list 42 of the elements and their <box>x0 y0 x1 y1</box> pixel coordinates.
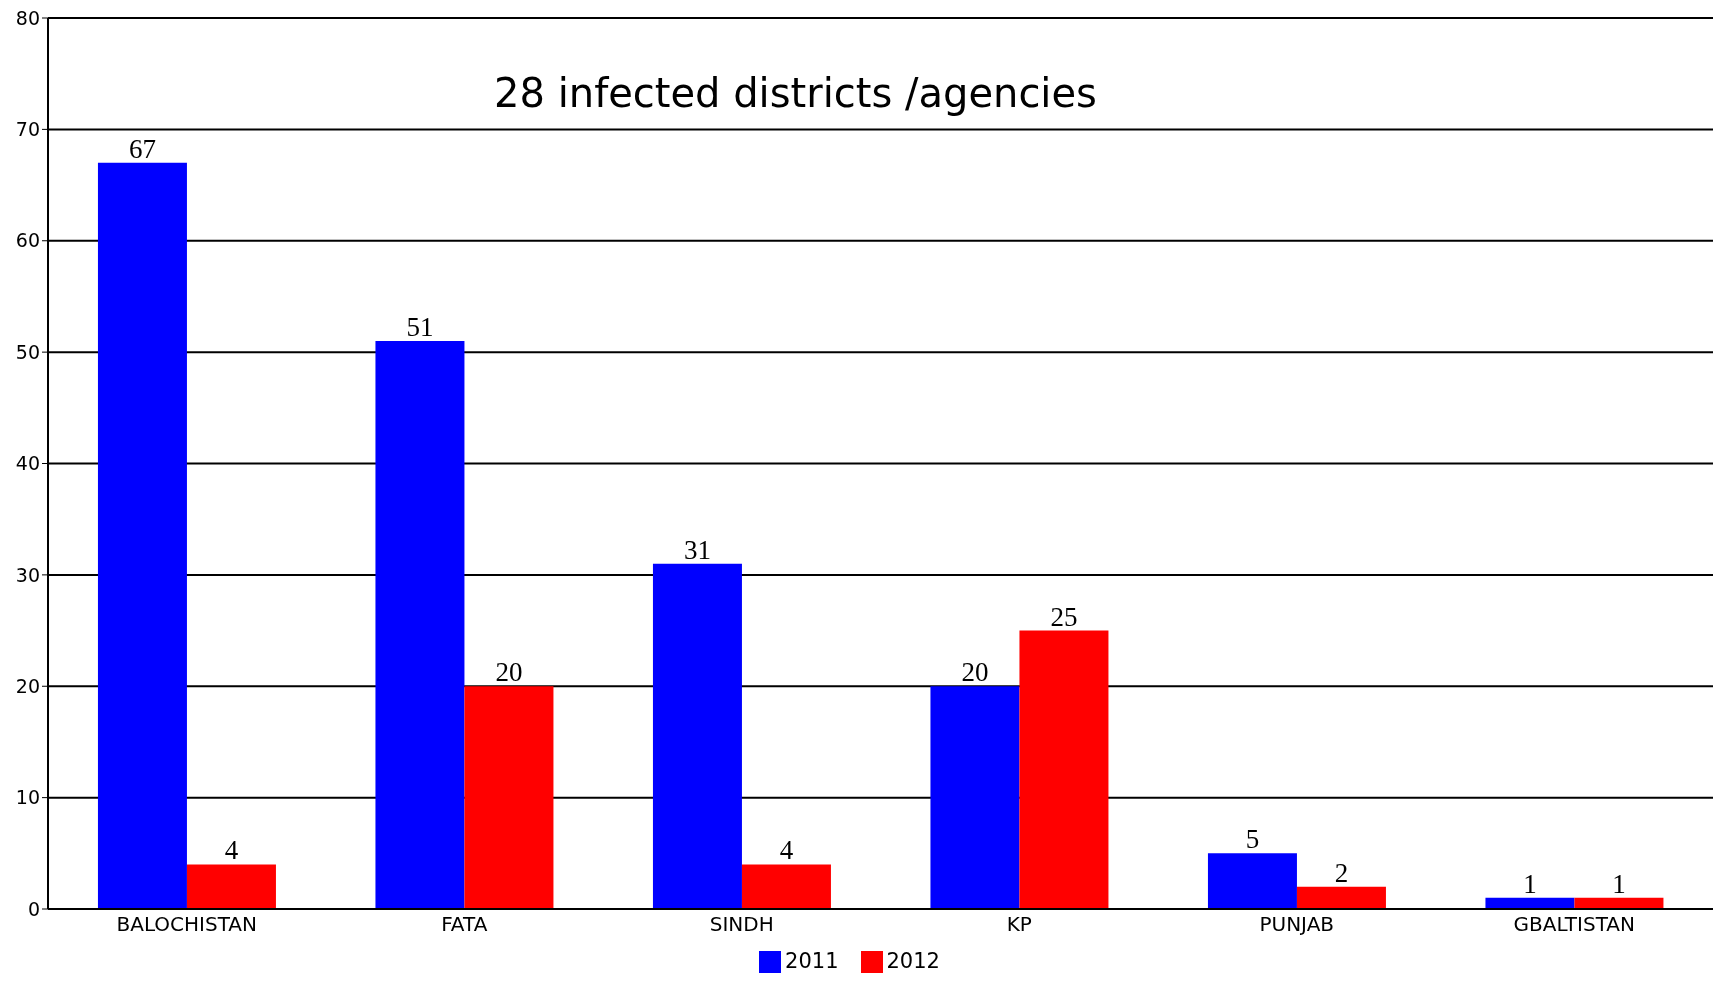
data-label: 20 <box>495 657 523 688</box>
x-tick-label: BALOCHISTAN <box>116 912 257 937</box>
data-label: 4 <box>224 835 239 866</box>
bar <box>1485 897 1575 909</box>
bar <box>186 864 276 909</box>
bar <box>741 864 831 909</box>
y-tick-label: 40 <box>15 452 40 475</box>
data-label: 2 <box>1334 857 1349 888</box>
y-tick-label: 20 <box>15 674 40 697</box>
bar <box>652 563 742 909</box>
data-label: 20 <box>961 657 989 688</box>
data-label: 1 <box>1523 868 1537 899</box>
y-tick-label: 0 <box>27 897 40 920</box>
y-tick-label: 50 <box>15 340 40 363</box>
x-tick-label: SINDH <box>709 912 774 937</box>
x-tick-label: PUNJAB <box>1259 912 1335 937</box>
bar <box>1207 853 1297 909</box>
data-label: 1 <box>1612 868 1626 899</box>
bar <box>375 340 465 909</box>
y-tick-label: 10 <box>15 786 40 809</box>
bar <box>1019 630 1109 909</box>
bar <box>930 686 1020 909</box>
data-label: 51 <box>406 311 434 342</box>
y-tick-label: 30 <box>15 563 40 586</box>
data-label: 4 <box>779 835 794 866</box>
bar <box>97 162 187 909</box>
bar <box>464 686 554 909</box>
data-label: 25 <box>1050 601 1078 632</box>
y-tick-label: 60 <box>15 229 40 252</box>
x-tick-label: FATA <box>441 912 488 937</box>
bar <box>1574 897 1664 909</box>
text: 28 infected districts /agencies <box>493 70 1098 116</box>
y-tick-label: 80 <box>15 6 40 29</box>
data-label: 5 <box>1245 824 1260 855</box>
x-tick-label: GBALTISTAN <box>1513 912 1635 937</box>
y-tick-label: 70 <box>15 118 40 141</box>
bar <box>1296 886 1386 909</box>
data-label: 31 <box>683 534 711 565</box>
legend-label: 2011 <box>785 949 839 973</box>
x-tick-label: KP <box>1006 912 1032 937</box>
legend-label: 2012 <box>886 949 940 973</box>
data-label: 67 <box>128 133 156 164</box>
